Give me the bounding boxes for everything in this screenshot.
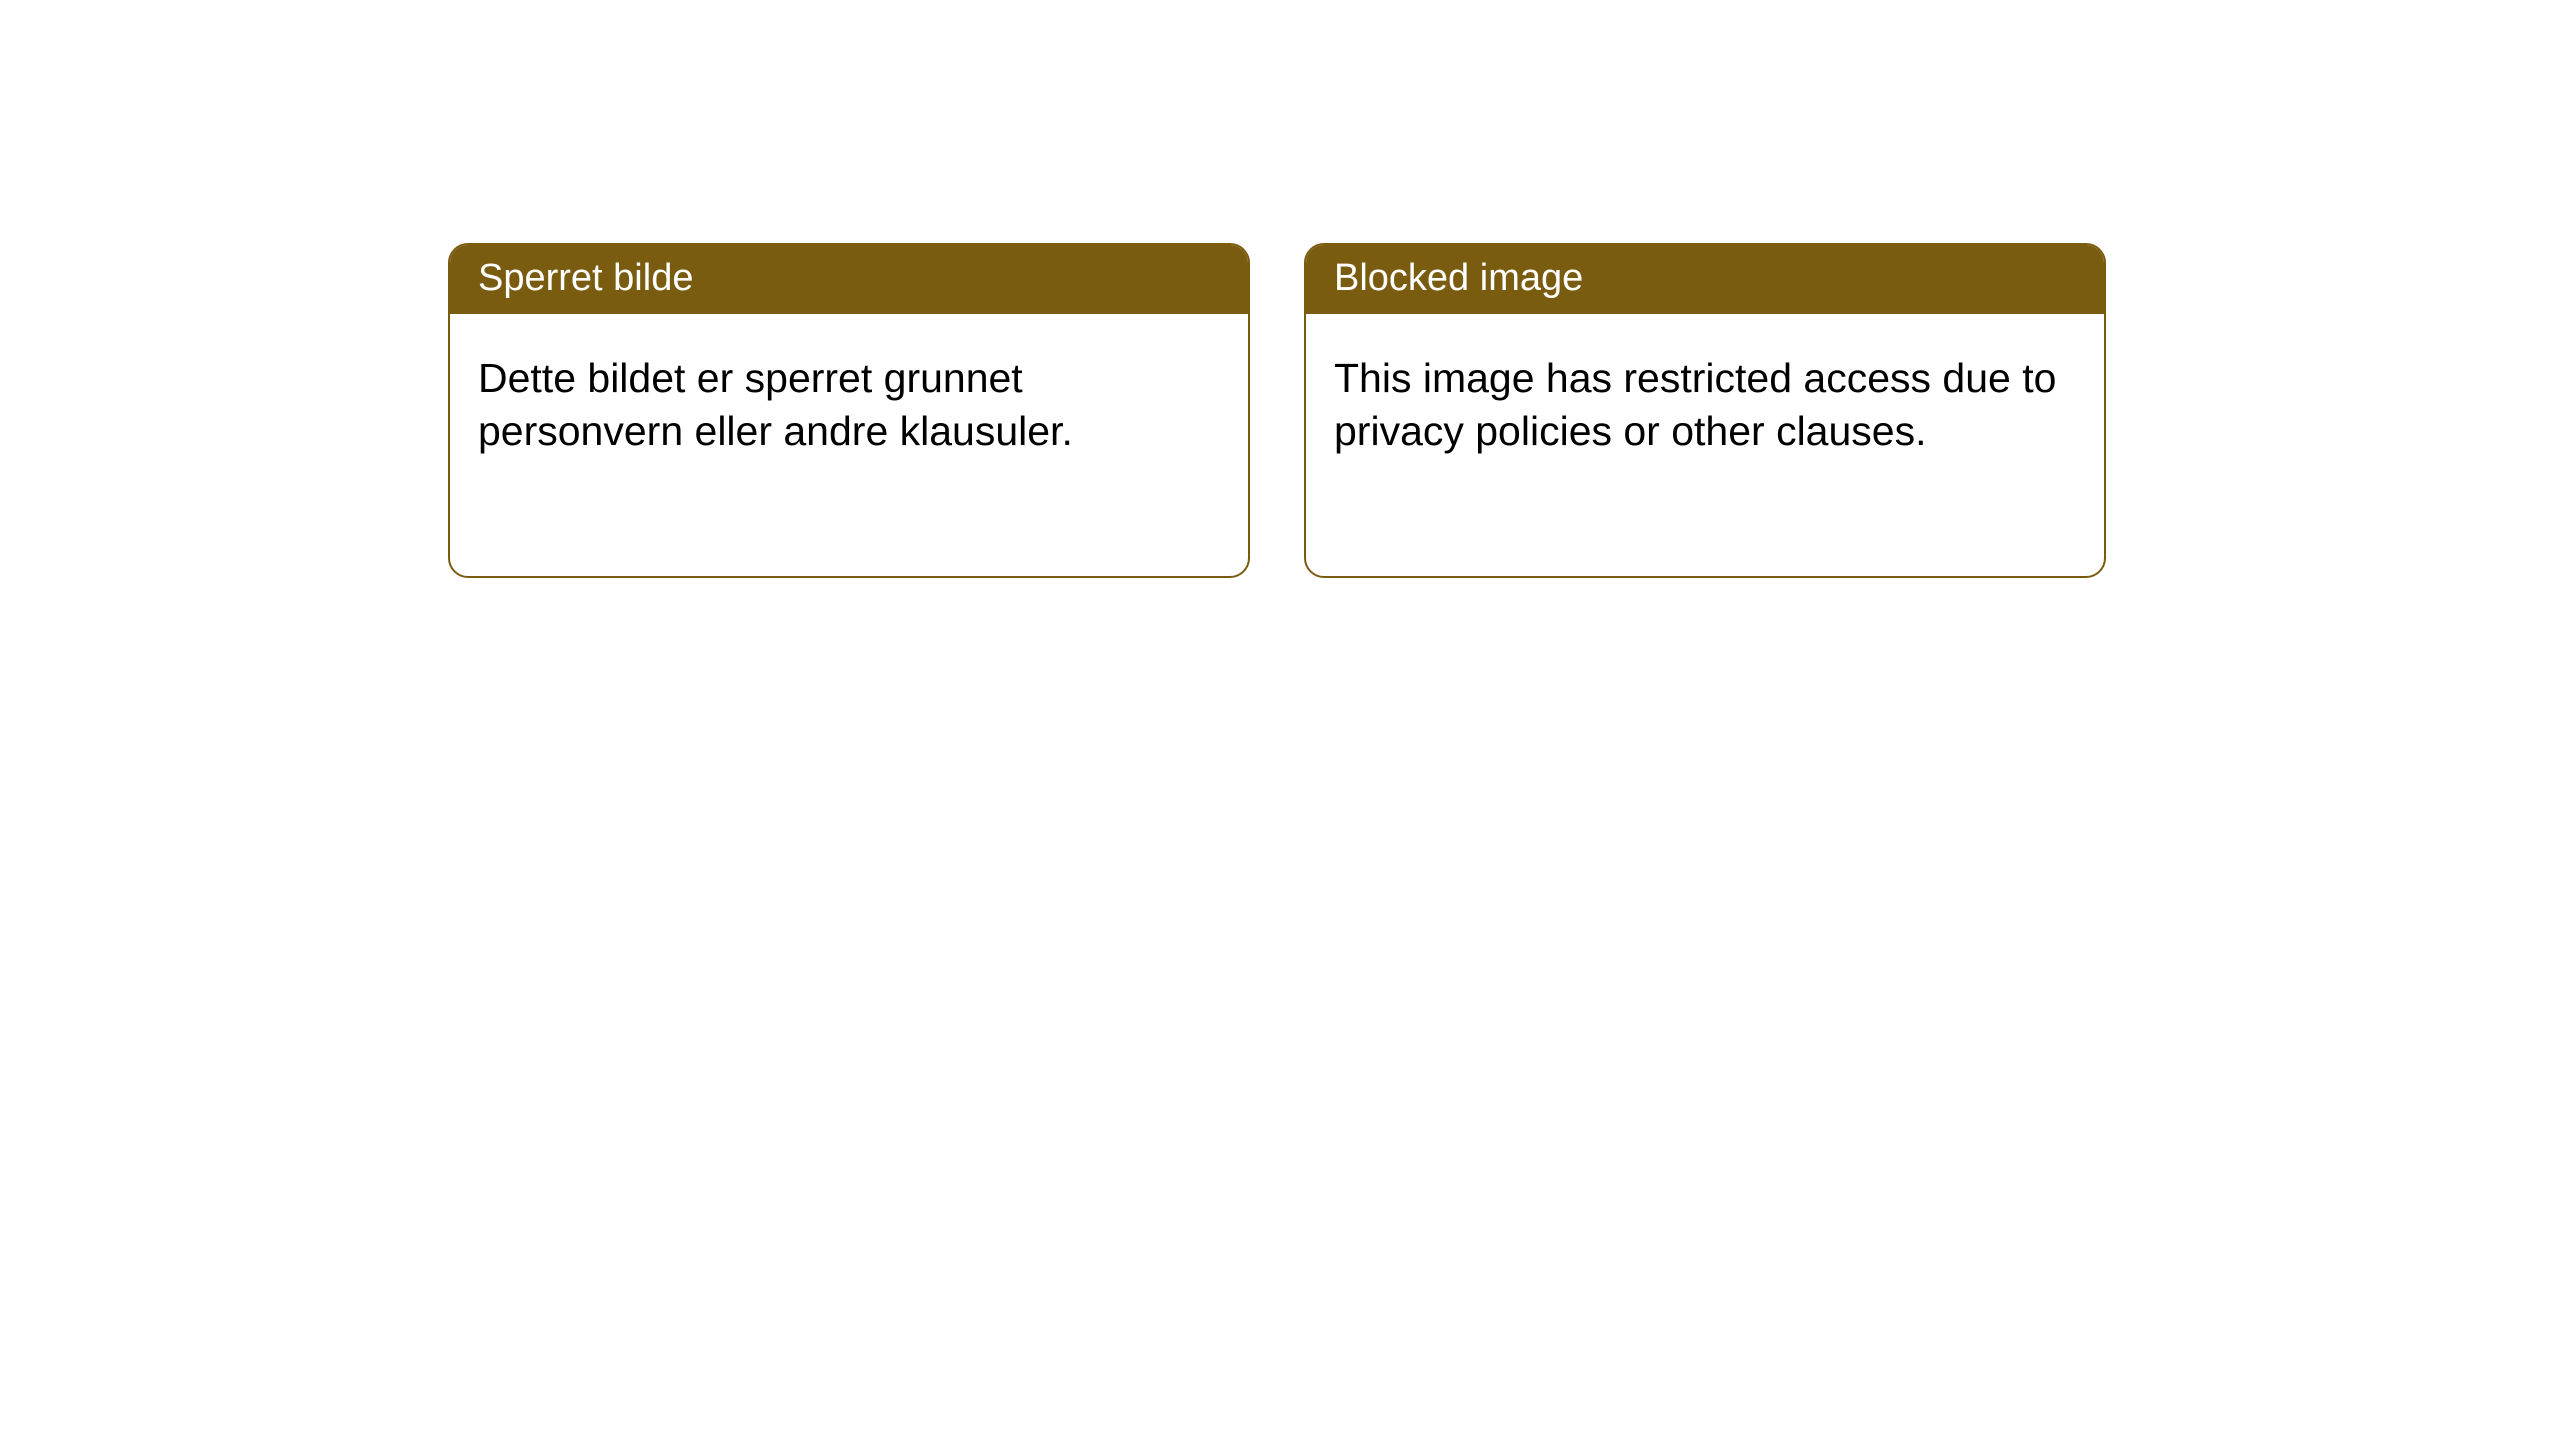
notice-card-english: Blocked image This image has restricted … <box>1304 243 2106 578</box>
card-text: This image has restricted access due to … <box>1334 355 2056 454</box>
notice-card-norwegian: Sperret bilde Dette bildet er sperret gr… <box>448 243 1250 578</box>
card-text: Dette bildet er sperret grunnet personve… <box>478 355 1073 454</box>
card-body: Dette bildet er sperret grunnet personve… <box>450 314 1248 497</box>
card-title: Sperret bilde <box>478 257 693 299</box>
cards-container: Sperret bilde Dette bildet er sperret gr… <box>0 0 2560 578</box>
card-header: Sperret bilde <box>450 245 1248 314</box>
card-header: Blocked image <box>1306 245 2104 314</box>
card-body: This image has restricted access due to … <box>1306 314 2104 497</box>
card-title: Blocked image <box>1334 257 1583 299</box>
